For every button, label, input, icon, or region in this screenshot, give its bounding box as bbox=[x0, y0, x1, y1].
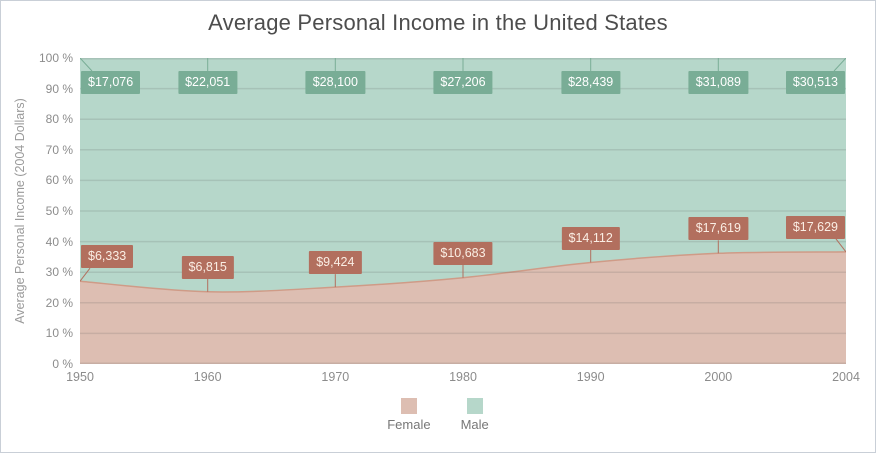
value-label-female: $14,112 bbox=[561, 227, 620, 250]
value-label-female: $6,333 bbox=[81, 245, 134, 268]
value-label-male: $27,206 bbox=[433, 71, 493, 94]
y-tick-label: 70 % bbox=[45, 142, 73, 157]
x-tick-label: 1970 bbox=[321, 370, 350, 384]
y-tick-label: 60 % bbox=[45, 173, 73, 188]
female-callout bbox=[80, 267, 91, 282]
value-label-female: $17,629 bbox=[785, 216, 845, 239]
y-tick-label: 40 % bbox=[45, 234, 73, 249]
female-area bbox=[80, 251, 846, 364]
value-label-male: $17,076 bbox=[81, 71, 141, 94]
value-label-male: $22,051 bbox=[178, 71, 238, 94]
legend-label-male: Male bbox=[460, 417, 489, 432]
y-tick-label: 100 % bbox=[38, 51, 73, 65]
value-label-male: $28,100 bbox=[305, 71, 365, 94]
legend-swatch-male bbox=[466, 398, 483, 414]
female-callout bbox=[835, 238, 846, 253]
y-tick-label: 90 % bbox=[45, 81, 73, 96]
y-tick-label: 20 % bbox=[45, 295, 73, 310]
y-tick-label: 30 % bbox=[45, 265, 73, 280]
y-tick-label: 0 % bbox=[52, 357, 73, 371]
x-tick-label: 1990 bbox=[576, 370, 605, 384]
x-tick-label: 2000 bbox=[704, 370, 733, 384]
value-label-male: $28,439 bbox=[561, 71, 621, 94]
chart-title: Average Personal Income in the United St… bbox=[208, 10, 668, 35]
x-tick-label: 1960 bbox=[193, 370, 222, 384]
y-tick-label: 50 % bbox=[45, 204, 73, 218]
value-label-female: $9,424 bbox=[309, 251, 362, 274]
x-tick-label: 1980 bbox=[449, 370, 477, 384]
legend-item-male[interactable]: Male bbox=[461, 398, 489, 432]
legend-item-female[interactable]: Female bbox=[387, 398, 431, 432]
x-tick-label: 2004 bbox=[832, 370, 860, 384]
value-label-female: $10,683 bbox=[433, 242, 493, 265]
legend-swatch-female bbox=[400, 398, 417, 414]
legend-label-female: Female bbox=[387, 417, 431, 432]
value-label-male: $31,089 bbox=[688, 71, 748, 94]
y-tick-label: 80 % bbox=[45, 112, 73, 127]
value-label-female: $6,815 bbox=[181, 256, 234, 279]
value-label-male: $30,513 bbox=[785, 71, 845, 94]
plot-svg bbox=[80, 58, 846, 364]
x-tick-label: 1950 bbox=[66, 370, 94, 384]
male-callout bbox=[80, 58, 93, 72]
legend: Female Male bbox=[1, 398, 875, 432]
value-label-female: $17,619 bbox=[688, 217, 748, 240]
y-tick-label: 10 % bbox=[45, 326, 73, 341]
plot-area: $17,076 $6,333 $22,051 $6,815 $28,100 $9,424 $… bbox=[80, 58, 846, 364]
male-callout bbox=[833, 58, 846, 72]
